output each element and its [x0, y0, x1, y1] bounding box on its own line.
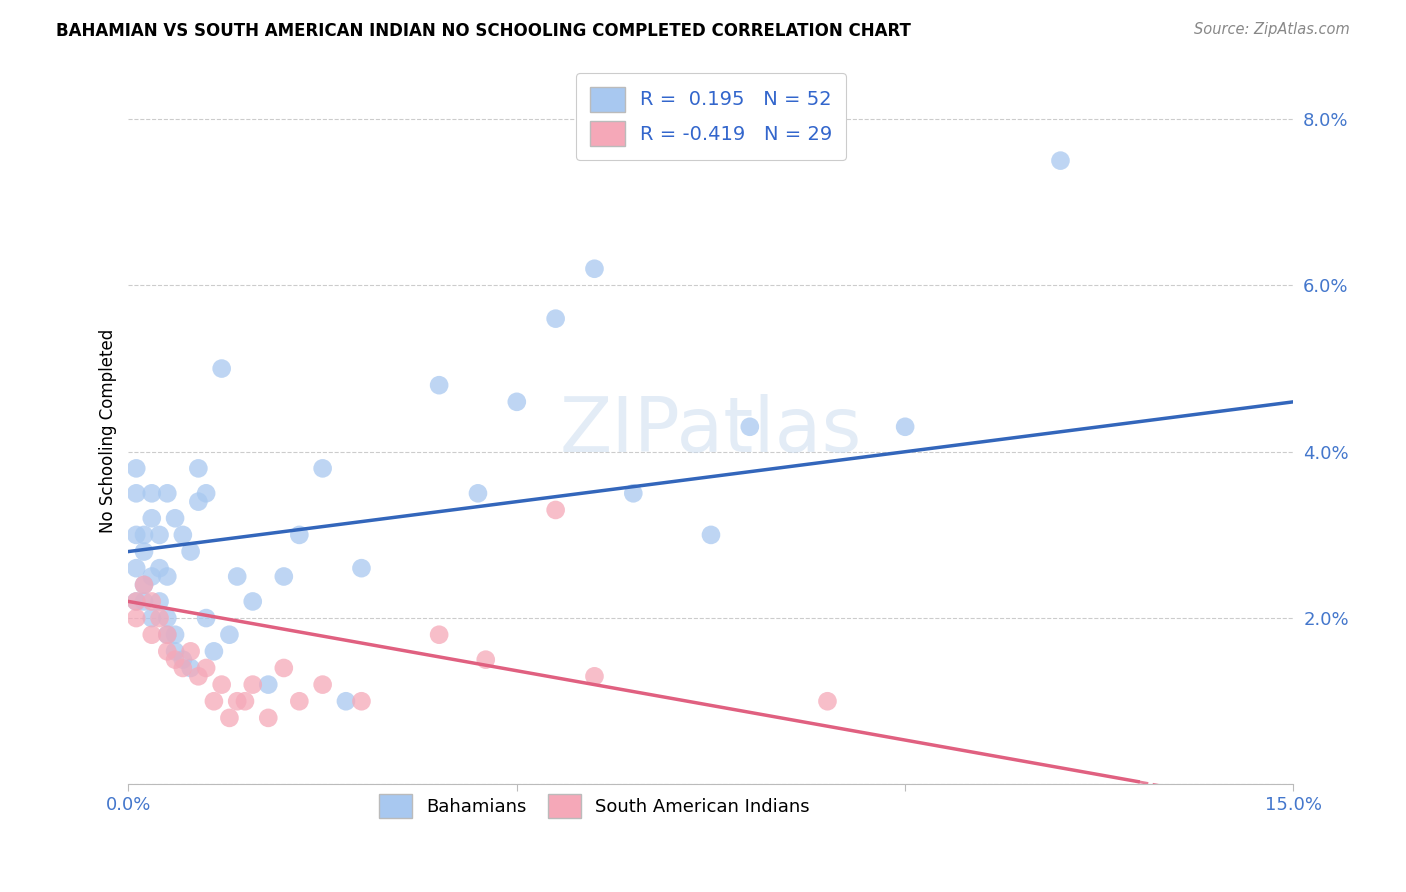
- Point: [211, 361, 233, 376]
- Point: [125, 461, 148, 475]
- Point: [165, 653, 187, 667]
- Point: [132, 578, 155, 592]
- Point: [583, 669, 606, 683]
- Point: [125, 561, 148, 575]
- Point: [148, 528, 170, 542]
- Point: [141, 511, 163, 525]
- Point: [233, 694, 256, 708]
- Point: [141, 569, 163, 583]
- Point: [141, 486, 163, 500]
- Point: [180, 544, 202, 558]
- Point: [172, 528, 194, 542]
- Point: [288, 694, 311, 708]
- Point: [125, 486, 148, 500]
- Point: [165, 644, 187, 658]
- Point: [621, 486, 644, 500]
- Point: [273, 569, 295, 583]
- Point: [202, 694, 225, 708]
- Point: [738, 419, 761, 434]
- Point: [156, 628, 179, 642]
- Point: [195, 661, 218, 675]
- Point: [544, 503, 567, 517]
- Point: [1049, 153, 1071, 168]
- Point: [311, 461, 333, 475]
- Point: [273, 661, 295, 675]
- Point: [132, 594, 155, 608]
- Point: [125, 528, 148, 542]
- Point: [187, 669, 209, 683]
- Point: [141, 594, 163, 608]
- Text: Source: ZipAtlas.com: Source: ZipAtlas.com: [1194, 22, 1350, 37]
- Point: [583, 261, 606, 276]
- Point: [141, 611, 163, 625]
- Point: [257, 711, 280, 725]
- Y-axis label: No Schooling Completed: No Schooling Completed: [100, 329, 117, 533]
- Point: [156, 569, 179, 583]
- Point: [180, 644, 202, 658]
- Point: [894, 419, 917, 434]
- Point: [125, 594, 148, 608]
- Point: [242, 678, 264, 692]
- Point: [242, 594, 264, 608]
- Point: [257, 678, 280, 692]
- Point: [195, 611, 218, 625]
- Point: [544, 311, 567, 326]
- Legend: Bahamians, South American Indians: Bahamians, South American Indians: [373, 788, 817, 825]
- Point: [218, 628, 240, 642]
- Point: [427, 628, 450, 642]
- Point: [218, 711, 240, 725]
- Point: [165, 511, 187, 525]
- Point: [180, 661, 202, 675]
- Point: [187, 461, 209, 475]
- Point: [148, 561, 170, 575]
- Point: [125, 594, 148, 608]
- Point: [700, 528, 723, 542]
- Point: [156, 644, 179, 658]
- Point: [311, 678, 333, 692]
- Point: [156, 628, 179, 642]
- Point: [335, 694, 357, 708]
- Point: [226, 569, 249, 583]
- Point: [817, 694, 839, 708]
- Point: [211, 678, 233, 692]
- Point: [506, 394, 529, 409]
- Point: [148, 611, 170, 625]
- Point: [156, 611, 179, 625]
- Point: [125, 611, 148, 625]
- Point: [288, 528, 311, 542]
- Point: [165, 628, 187, 642]
- Point: [202, 644, 225, 658]
- Point: [172, 661, 194, 675]
- Point: [132, 544, 155, 558]
- Point: [148, 594, 170, 608]
- Point: [156, 486, 179, 500]
- Point: [187, 494, 209, 508]
- Point: [474, 653, 496, 667]
- Point: [172, 653, 194, 667]
- Point: [141, 628, 163, 642]
- Point: [350, 694, 373, 708]
- Point: [427, 378, 450, 392]
- Text: BAHAMIAN VS SOUTH AMERICAN INDIAN NO SCHOOLING COMPLETED CORRELATION CHART: BAHAMIAN VS SOUTH AMERICAN INDIAN NO SCH…: [56, 22, 911, 40]
- Point: [195, 486, 218, 500]
- Point: [132, 578, 155, 592]
- Point: [467, 486, 489, 500]
- Point: [132, 528, 155, 542]
- Point: [350, 561, 373, 575]
- Point: [226, 694, 249, 708]
- Text: ZIPatlas: ZIPatlas: [560, 394, 862, 468]
